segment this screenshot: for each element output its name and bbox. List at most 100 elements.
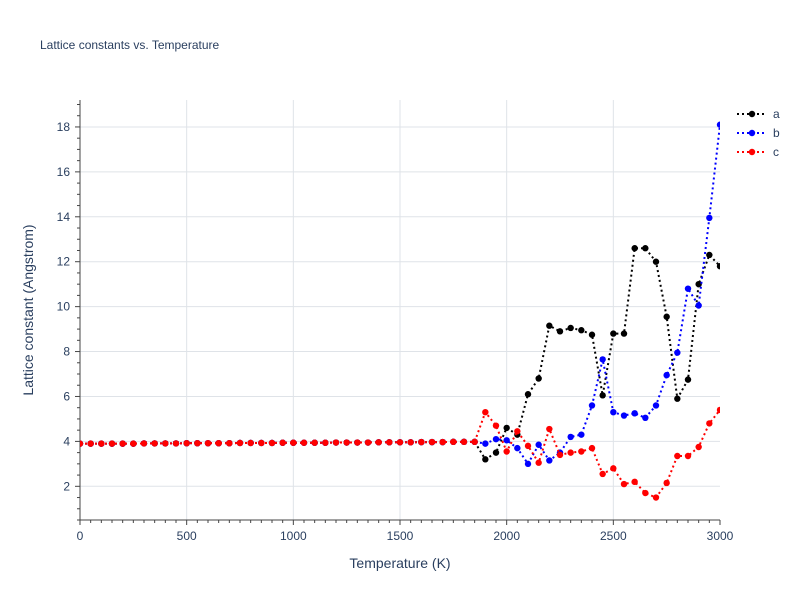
data-point-a bbox=[588, 331, 596, 338]
legend-item-a[interactable]: a bbox=[737, 107, 780, 121]
data-point-c bbox=[172, 440, 180, 447]
data-point-b bbox=[716, 121, 720, 128]
data-point-a bbox=[695, 280, 702, 288]
data-point-c bbox=[396, 439, 404, 446]
data-point-a bbox=[578, 327, 585, 334]
data-point-a bbox=[631, 245, 638, 252]
data-point-c bbox=[343, 439, 350, 446]
x-tick-label: 0 bbox=[77, 529, 84, 543]
data-point-b bbox=[578, 431, 585, 438]
x-tick-label: 2000 bbox=[493, 529, 520, 543]
y-tick-label: 18 bbox=[57, 120, 71, 134]
x-axis-label: Temperature (K) bbox=[349, 555, 450, 571]
data-point-c bbox=[354, 439, 361, 446]
data-point-c bbox=[375, 439, 382, 446]
data-point-c bbox=[514, 428, 521, 435]
legend-item-b[interactable]: b bbox=[737, 126, 780, 140]
y-tick-label: 10 bbox=[57, 300, 71, 314]
data-point-c bbox=[642, 489, 649, 497]
data-point-a bbox=[706, 251, 713, 259]
data-point-c bbox=[290, 439, 297, 446]
data-point-c bbox=[151, 440, 158, 447]
data-point-c bbox=[428, 438, 436, 446]
data-point-a bbox=[684, 376, 692, 383]
data-point-c bbox=[695, 443, 702, 451]
data-point-c bbox=[588, 444, 596, 452]
data-point-c bbox=[407, 439, 414, 446]
data-point-c bbox=[482, 408, 489, 416]
data-point-c bbox=[418, 438, 425, 446]
data-point-c bbox=[631, 478, 638, 486]
data-point-b bbox=[674, 349, 681, 356]
data-point-c bbox=[471, 438, 478, 446]
y-tick-label: 8 bbox=[63, 345, 70, 359]
legend-marker-c bbox=[748, 148, 756, 156]
data-point-c bbox=[578, 448, 585, 455]
data-point-b bbox=[535, 441, 542, 448]
data-point-c bbox=[87, 440, 94, 447]
data-point-c bbox=[663, 479, 670, 487]
data-point-c bbox=[716, 406, 720, 414]
data-point-c bbox=[300, 439, 308, 446]
y-tick-label: 2 bbox=[63, 479, 70, 493]
legend-label-b: b bbox=[773, 126, 780, 140]
data-point-a bbox=[556, 328, 564, 335]
data-point-b bbox=[631, 410, 638, 417]
data-point-c bbox=[546, 425, 553, 433]
chart-title: Lattice constants vs. Temperature bbox=[40, 38, 220, 52]
data-point-b bbox=[482, 440, 489, 447]
data-point-b bbox=[684, 285, 692, 292]
x-tick-label: 1500 bbox=[387, 529, 414, 543]
legend-marker-a bbox=[748, 110, 756, 118]
data-point-c bbox=[80, 440, 84, 447]
x-tick-label: 1000 bbox=[280, 529, 307, 543]
data-point-b bbox=[492, 435, 500, 443]
data-point-c bbox=[322, 439, 329, 446]
data-point-c bbox=[332, 439, 340, 446]
data-point-c bbox=[204, 439, 212, 447]
data-point-a bbox=[610, 330, 617, 337]
data-point-a bbox=[620, 330, 628, 337]
plot-area[interactable] bbox=[77, 121, 723, 501]
x-tick-label: 3000 bbox=[707, 529, 734, 543]
data-point-b bbox=[642, 414, 649, 422]
data-point-c bbox=[194, 439, 201, 447]
data-point-c bbox=[674, 452, 681, 460]
data-point-a bbox=[535, 375, 542, 382]
data-point-c bbox=[535, 459, 542, 466]
data-point-a bbox=[716, 263, 720, 270]
data-point-c bbox=[386, 439, 393, 446]
data-point-a bbox=[546, 322, 553, 329]
data-point-c bbox=[258, 439, 265, 447]
data-point-c bbox=[684, 452, 692, 460]
axes: 0 500 1000 1500 2000 2500 3000 2 4 6 8 10 12 14 16 18 bbox=[57, 100, 734, 543]
data-point-c bbox=[599, 470, 606, 478]
data-point-c bbox=[98, 440, 105, 447]
data-point-c bbox=[162, 440, 169, 447]
x-tick-label: 2500 bbox=[600, 529, 627, 543]
legend-marker-b bbox=[748, 129, 756, 137]
legend-label-c: c bbox=[773, 145, 779, 159]
y-tick-label: 12 bbox=[57, 255, 71, 269]
y-tick-label: 6 bbox=[63, 389, 70, 403]
data-point-a bbox=[663, 313, 670, 320]
data-point-c bbox=[567, 449, 574, 456]
data-point-a bbox=[567, 324, 574, 332]
data-point-a bbox=[599, 392, 606, 399]
data-point-c bbox=[279, 439, 286, 446]
data-point-a bbox=[652, 258, 660, 265]
data-point-c bbox=[460, 438, 468, 446]
data-point-b bbox=[503, 437, 510, 444]
y-tick-label: 4 bbox=[63, 434, 70, 448]
legend-label-a: a bbox=[773, 107, 780, 121]
legend[interactable]: abc bbox=[737, 107, 780, 159]
data-point-c bbox=[226, 439, 233, 447]
data-point-a bbox=[482, 456, 489, 463]
data-point-c bbox=[652, 494, 660, 501]
data-point-c bbox=[215, 439, 222, 447]
data-point-b bbox=[546, 457, 553, 464]
data-point-c bbox=[311, 439, 318, 446]
legend-item-c[interactable]: c bbox=[737, 145, 779, 159]
data-point-c bbox=[183, 439, 190, 447]
data-point-b bbox=[599, 356, 606, 363]
